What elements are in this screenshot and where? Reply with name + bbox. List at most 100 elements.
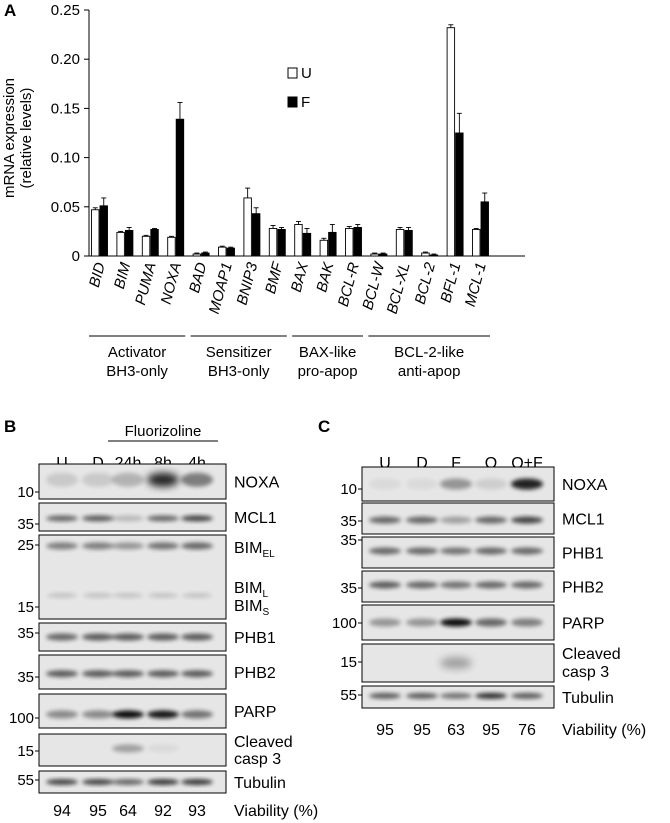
y-tick-label: 0.20 xyxy=(51,51,80,68)
blot-row: 55 Tubulin xyxy=(340,685,614,709)
bar-f xyxy=(404,229,413,257)
bar-u xyxy=(370,253,379,257)
protein-label: BIML xyxy=(234,580,268,600)
bar-u xyxy=(218,246,227,257)
blot-row: 35 PHB1 xyxy=(340,532,604,569)
category-groups: Activator BH3-only Sensitizer BH3-only BAX-l… xyxy=(89,335,490,380)
protein-label: NOXA xyxy=(562,477,608,494)
blot-band xyxy=(147,472,179,487)
blot-band xyxy=(369,692,401,699)
protein-label: MCL1 xyxy=(562,512,605,529)
protein-label: PARP xyxy=(562,616,604,633)
blot-band xyxy=(147,515,179,522)
group-label-line1: Activator xyxy=(108,344,166,361)
group-label-line1: Sensitizer xyxy=(206,344,272,361)
blot-band xyxy=(369,516,401,524)
blot-band xyxy=(82,779,114,785)
blot-band xyxy=(82,472,114,487)
blot-band xyxy=(83,592,113,598)
blot-band xyxy=(46,779,78,785)
blot-band xyxy=(46,710,78,719)
protein-label: Cleaved xyxy=(562,646,621,663)
blot-band xyxy=(46,542,78,550)
bar-f xyxy=(429,254,439,257)
lane-label: D xyxy=(416,455,428,472)
mw-marker: 35 xyxy=(340,532,357,549)
blot-row: 10 NOXA xyxy=(340,466,608,502)
group-label-line2: anti-apop xyxy=(398,363,461,380)
blot-band xyxy=(181,633,213,641)
blot-band xyxy=(46,515,78,522)
mw-marker: 100 xyxy=(9,710,34,727)
blot-band xyxy=(475,692,507,699)
bar-f xyxy=(150,228,159,257)
protein-label: Cleaved xyxy=(234,734,293,751)
blot-band xyxy=(82,670,114,678)
blot-band xyxy=(369,618,401,627)
bar-u xyxy=(91,209,100,257)
mw-marker: 55 xyxy=(17,772,34,789)
x-tick-label: BCL-XL xyxy=(384,261,414,316)
bar-u xyxy=(421,252,430,257)
x-tick-label: BNIP3 xyxy=(234,260,262,307)
blot-band xyxy=(112,779,144,785)
mw-marker: 10 xyxy=(17,484,34,501)
blot-band xyxy=(475,547,507,555)
x-tick-label: NOXA xyxy=(158,261,185,306)
x-tick-label: BAD xyxy=(186,260,210,294)
mw-marker: 35 xyxy=(17,669,34,686)
blot-row: 35 MCL1 xyxy=(340,502,605,535)
bars xyxy=(91,24,489,257)
bar-u xyxy=(294,224,303,257)
blot-band xyxy=(112,633,144,641)
viability-value: 63 xyxy=(447,722,465,739)
blot-band xyxy=(112,515,144,522)
blot-band xyxy=(369,547,401,555)
y-tick-label: 0.05 xyxy=(51,199,80,216)
blot-band xyxy=(475,516,507,524)
bar-u xyxy=(472,228,481,257)
blot-band xyxy=(181,515,213,522)
blot-band xyxy=(82,710,114,719)
blot-row: 35 PHB2 xyxy=(340,570,604,603)
viability-value: 95 xyxy=(482,722,500,739)
bar-f xyxy=(378,253,388,257)
viability-value: 93 xyxy=(188,803,206,820)
bar-f xyxy=(302,232,312,257)
blot-band xyxy=(406,547,438,555)
legend-swatch-f xyxy=(287,96,298,108)
mw-marker: 25 xyxy=(17,537,34,554)
blot-row: 10 NOXA xyxy=(17,463,280,501)
blot-band xyxy=(82,542,114,550)
blot-band xyxy=(406,581,438,589)
blot-band xyxy=(181,710,213,719)
blot-band xyxy=(511,547,543,555)
mw-marker: 35 xyxy=(340,580,357,597)
y-axis-label-line1: mRNA expression xyxy=(1,78,18,198)
bar-f xyxy=(175,118,185,257)
blot-band xyxy=(82,515,114,522)
blot-band xyxy=(440,657,472,669)
y-tick-label: 0.10 xyxy=(51,150,80,167)
bar-f xyxy=(277,228,286,257)
x-tick-label: PUMA xyxy=(132,261,160,307)
bar-f xyxy=(124,229,134,257)
y-tick-label: 0.15 xyxy=(51,100,80,117)
viability-value: 95 xyxy=(89,803,107,820)
bar-f xyxy=(201,252,210,257)
x-tick-label: MCL-1 xyxy=(462,261,490,309)
y-ticks: 0 0.05 0.10 0.15 0.20 0.25 xyxy=(51,2,89,265)
blot-band xyxy=(112,472,144,487)
blot-row: 100 PARP xyxy=(9,693,276,729)
blot-band xyxy=(475,581,507,589)
viability-value: 92 xyxy=(154,803,172,820)
bar-u xyxy=(319,239,329,257)
viability-value: 64 xyxy=(119,803,137,820)
mw-marker: 35 xyxy=(17,625,34,642)
bar-f xyxy=(226,247,235,257)
blot-band xyxy=(511,478,543,490)
panel-a-label: A xyxy=(4,1,16,20)
blot-band xyxy=(112,744,144,753)
